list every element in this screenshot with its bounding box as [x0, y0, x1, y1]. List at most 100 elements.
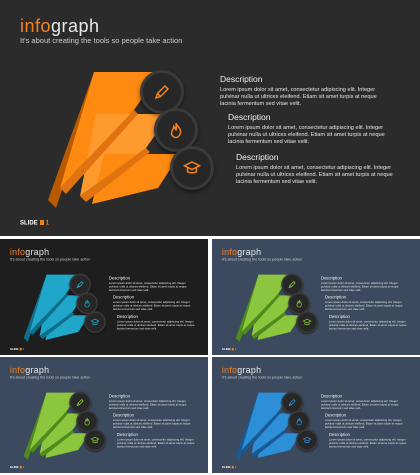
description-heading: Description: [220, 74, 263, 84]
description-text: Lorem ipsum dolor sit amet, consectetur …: [112, 418, 191, 429]
pencil-icon: [288, 399, 296, 407]
title-info: info: [20, 16, 52, 36]
pyramid-step-3: [257, 433, 302, 458]
description-heading: Description: [320, 275, 342, 281]
slide-number-bar: [19, 465, 22, 469]
description-text: Lorem ipsum dolor sit amet, consectetur …: [220, 87, 377, 107]
slide-number: SLIDE 1: [221, 465, 237, 470]
slide-scene: infograph It's about creating the tools …: [0, 0, 420, 236]
description-heading: Description: [112, 294, 134, 300]
slide-subtitle: It's about creating the tools so people …: [9, 256, 91, 262]
slide-title: infograph: [10, 365, 49, 375]
pyramid-shade-2: [80, 148, 150, 202]
icon-circle-3: [170, 146, 214, 190]
icon-circle-3: [296, 311, 318, 334]
flame-icon: [296, 417, 302, 426]
pyramid-step-3: [45, 433, 90, 458]
description-block-3: Description Lorem ipsum dolor sit amet, …: [329, 314, 413, 331]
slide-number-value: 1: [234, 348, 237, 352]
description-text: Lorem ipsum dolor sit amet, consectetur …: [328, 438, 407, 449]
description-text: Lorem ipsum dolor sit amet, consectetur …: [108, 282, 187, 292]
pyramid-step-3: [45, 315, 90, 340]
description-heading: Description: [228, 112, 271, 122]
description-heading: Description: [108, 393, 130, 399]
slide-number-bar: [231, 347, 234, 351]
pencil-icon: [76, 399, 84, 407]
title-graph: graph: [237, 364, 262, 375]
description-text: Lorem ipsum dolor sit amet, consectetur …: [320, 282, 399, 292]
description-heading: Description: [236, 152, 279, 162]
slide-title: infograph: [20, 16, 100, 37]
slide-number-value: 1: [22, 466, 25, 470]
description-text: Lorem ipsum dolor sit amet, consectetur …: [236, 165, 393, 185]
icon-circle-3: [84, 311, 106, 334]
pencil-icon: [288, 281, 296, 289]
slide-title: infograph: [222, 247, 261, 257]
pyramid-shade-2: [39, 430, 75, 457]
flame-icon: [170, 122, 182, 139]
description-text: Lorem ipsum dolor sit amet, consectetur …: [228, 125, 385, 145]
slide-subtitle: It's about creating the tools so people …: [20, 36, 183, 45]
graduation-cap-icon: [90, 318, 100, 325]
slide-number: SLIDE 1: [9, 347, 24, 352]
icon-circle-3: [296, 429, 318, 452]
slide-title: infograph: [222, 365, 261, 375]
slide-title: infograph: [10, 247, 49, 257]
flame-icon: [296, 299, 302, 308]
pyramid-step-3: [257, 315, 302, 340]
description-block-3: Description Lorem ipsum dolor sit amet, …: [117, 314, 201, 331]
slide-thumbnail-green-orange[interactable]: infograph It's about creating the tools …: [0, 357, 208, 473]
slide-number-bar: [19, 347, 22, 351]
description-block-2: Description Lorem ipsum dolor sit amet, …: [113, 412, 197, 429]
slide-number: SLIDE 1: [221, 347, 237, 352]
icon-circle-1: [140, 70, 184, 114]
slide-subtitle: It's about creating the tools so people …: [221, 374, 303, 380]
description-text: Lorem ipsum dolor sit amet, consectetur …: [116, 438, 195, 449]
description-text: Lorem ipsum dolor sit amet, consectetur …: [108, 400, 187, 410]
description-block-2: Description Lorem ipsum dolor sit amet, …: [228, 112, 398, 146]
slide-number: SLIDE 1: [10, 465, 25, 470]
slide-number: SLIDE 1: [20, 220, 49, 227]
slide-number-value: 1: [234, 466, 237, 470]
slide-label: SLIDE: [221, 348, 231, 352]
title-info: info: [9, 246, 26, 257]
stepped-pyramid-graphic: [235, 274, 302, 342]
description-block-1: Description Lorem ipsum dolor sit amet, …: [109, 394, 193, 411]
title-info: info: [9, 364, 26, 375]
description-text: Lorem ipsum dolor sit amet, consectetur …: [324, 300, 403, 311]
main-slide[interactable]: infograph It's about creating the tools …: [0, 0, 420, 236]
description-heading: Description: [320, 393, 342, 399]
slide-label: SLIDE: [20, 220, 38, 227]
pyramid-shade-1: [60, 110, 138, 194]
slide-thumbnail-blue[interactable]: infograph It's about creating the tools …: [212, 357, 420, 473]
slide-label: SLIDE: [221, 466, 231, 470]
description-text: Lorem ipsum dolor sit amet, consectetur …: [328, 320, 407, 331]
slide-label: SLIDE: [9, 348, 19, 352]
flame-icon: [84, 417, 90, 426]
description-block-3: Description Lorem ipsum dolor sit amet, …: [117, 432, 201, 449]
description-heading: Description: [324, 294, 346, 300]
slide-thumbnail-green[interactable]: infograph It's about creating the tools …: [212, 239, 420, 355]
pyramid-shade-2: [39, 312, 75, 339]
description-block-3: Description Lorem ipsum dolor sit amet, …: [329, 432, 413, 449]
flame-icon: [84, 299, 90, 308]
description-text: Lorem ipsum dolor sit amet, consectetur …: [324, 418, 403, 429]
icon-circle-3: [84, 429, 106, 452]
slide-thumbnail-teal[interactable]: infograph It's about creating the tools …: [0, 239, 208, 355]
description-block-1: Description Lorem ipsum dolor sit amet, …: [321, 394, 405, 411]
title-graph: graph: [25, 364, 50, 375]
pyramid-shade-1: [241, 293, 281, 336]
stepped-pyramid-graphic: [23, 274, 90, 342]
pyramid-shade-2: [251, 430, 287, 457]
pyramid-shade-2: [251, 312, 287, 339]
pyramid-shade-1: [29, 411, 69, 454]
slide-subtitle: It's about creating the tools so people …: [9, 374, 91, 380]
description-heading: Description: [116, 432, 138, 438]
pyramid-shade-1: [241, 411, 281, 454]
slide-scene: infograph It's about creating the tools …: [212, 239, 420, 355]
title-info: info: [221, 364, 238, 375]
description-text: Lorem ipsum dolor sit amet, consectetur …: [112, 300, 191, 311]
pyramid-shade-1: [29, 293, 69, 336]
graduation-cap-icon: [302, 318, 312, 325]
description-heading: Description: [328, 432, 350, 438]
